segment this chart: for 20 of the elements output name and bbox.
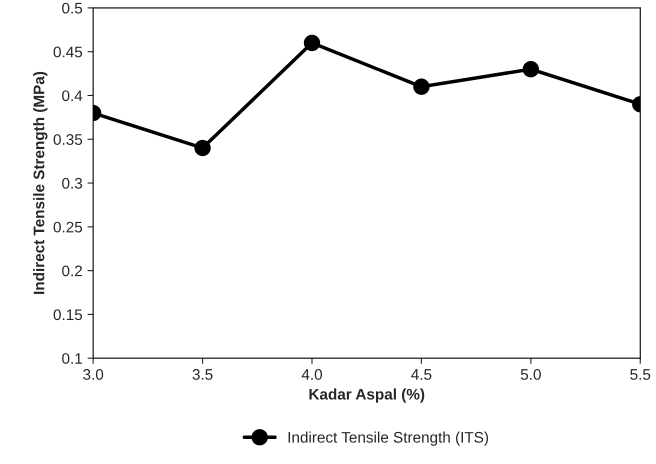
y-tick-label: 0.15 xyxy=(54,309,82,320)
y-tick-label: 0.2 xyxy=(62,265,82,276)
x-tick-label: 5.5 xyxy=(630,369,650,380)
y-tick-label: 0.4 xyxy=(62,90,82,102)
x-tick-label: 4.5 xyxy=(411,369,432,380)
x-tick-label: 3.0 xyxy=(83,369,104,380)
y-axis-title: Indirect Tensile Strength (MPa) xyxy=(33,72,48,294)
y-tick-label: 0.35 xyxy=(54,134,82,145)
y-tick-label: 0.1 xyxy=(62,353,82,364)
y-tick-label: 0.25 xyxy=(54,222,82,233)
y-tick-label: 0.5 xyxy=(62,2,82,14)
x-tick-label: 5.0 xyxy=(520,369,541,380)
legend-label: Indirect Tensile Strength (ITS) xyxy=(288,432,488,446)
x-tick-label: 4.0 xyxy=(302,369,322,380)
y-tick-label: 0.45 xyxy=(54,46,82,58)
y-tick-label: 0.3 xyxy=(62,178,82,189)
point xyxy=(413,78,430,95)
point xyxy=(304,34,320,52)
x-axis-title: Kadar Aspal (%) xyxy=(309,388,424,403)
x-tick-label: 3.5 xyxy=(192,369,213,380)
